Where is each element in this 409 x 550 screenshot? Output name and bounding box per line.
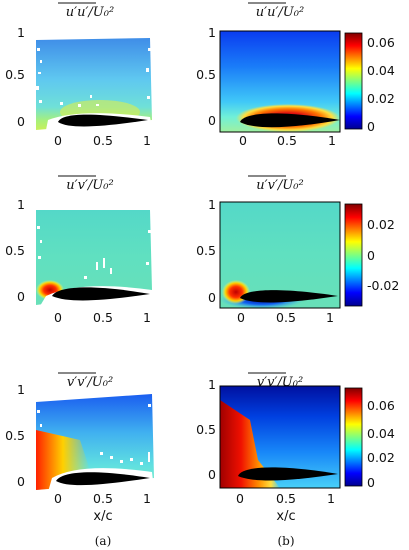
svg-text:1: 1 [17,25,25,40]
airfoil-vv-sim [238,467,338,481]
red-spot-uv-sim [222,280,250,304]
svg-text:0.06: 0.06 [367,35,395,50]
heatmap-uu-simulation [219,30,341,133]
colorbar-uu: 0.06 0.04 0.02 0 [344,32,395,134]
svg-text:0.02: 0.02 [367,91,395,106]
svg-text:1: 1 [208,25,216,40]
svg-text:0.02: 0.02 [367,450,395,465]
heatmap-uu-experimental [36,38,152,130]
svg-text:1: 1 [326,310,334,325]
svg-text:0: 0 [54,133,62,148]
svg-text:0: 0 [17,114,25,129]
axes-uu-sim: 1 0.5 0 0 0.5 1 [196,25,336,148]
svg-text:0.5: 0.5 [93,310,113,325]
svg-text:0: 0 [367,248,375,263]
heatmap-vv-experimental [36,394,154,492]
airfoil-uv-exp [52,287,150,301]
svg-text:0: 0 [208,467,216,482]
panel-title-uu-left: u′u′/U₀² [66,5,114,20]
panel-title-uu-right: u′u′/U₀² [256,5,304,20]
svg-text:1: 1 [208,197,216,212]
svg-text:0: 0 [17,474,25,489]
x-axis-label-right: x/c [276,509,295,524]
svg-text:0.5: 0.5 [93,133,113,148]
svg-text:0: 0 [54,310,62,325]
colorbar-uv: 0.02 0 -0.02 [344,203,399,307]
svg-text:0: 0 [237,310,245,325]
svg-text:0.5: 0.5 [5,67,25,82]
svg-text:0.5: 0.5 [196,422,216,437]
svg-text:0: 0 [208,290,216,305]
heatmap-uv-experimental [36,210,152,306]
airfoil-uv-sim [240,290,338,303]
axes-uv-exp: 1 0.5 0 0 0.5 1 [5,197,151,325]
svg-text:1: 1 [328,133,336,148]
svg-text:0: 0 [208,113,216,128]
speckles-uu-exp [36,48,151,107]
svg-text:0: 0 [367,475,375,490]
svg-text:1: 1 [143,491,151,506]
svg-text:1: 1 [17,197,25,212]
plot-frame-vv-sim [219,385,341,489]
svg-text:0: 0 [236,491,244,506]
speckles-vv-exp [37,404,151,465]
svg-text:0.06: 0.06 [367,398,395,413]
svg-text:1: 1 [17,382,25,397]
svg-text:0.5: 0.5 [276,310,296,325]
plot-frame-uu-sim [219,30,341,133]
svg-text:0: 0 [54,491,62,506]
axes-vv-sim: 1 0.5 0 0 0.5 1 [196,377,335,506]
svg-text:0.5: 0.5 [276,491,296,506]
svg-text:0: 0 [17,289,25,304]
colorbar-vv: 0.06 0.04 0.02 0 [344,387,395,490]
svg-text:1: 1 [208,377,216,392]
svg-text:0.5: 0.5 [277,133,297,148]
x-axis-label-left: x/c [93,509,112,524]
panel-title-uv-left: u′v′/U₀² [66,178,113,193]
svg-text:0.5: 0.5 [93,491,113,506]
axes-vv-exp: 1 0.5 0 0 0.5 1 [5,382,151,506]
heatmap-uv-simulation [219,201,341,309]
hot-zone-vv-sim [220,400,280,488]
svg-text:1: 1 [143,133,151,148]
svg-text:0.04: 0.04 [367,63,395,78]
svg-text:-0.02: -0.02 [367,278,399,293]
svg-text:0: 0 [367,119,375,134]
axes-uv-sim: 1 0.5 0 0 0.5 1 [196,197,334,325]
heatmap-vv-simulation [219,385,341,489]
axes-uu-exp: 1 0.5 0 0 0.5 1 [5,25,151,148]
svg-text:0.5: 0.5 [5,428,25,443]
field-uv-exp [36,210,152,305]
svg-text:0.04: 0.04 [367,426,395,441]
svg-text:0.02: 0.02 [367,217,395,232]
svg-text:1: 1 [143,310,151,325]
svg-text:0.5: 0.5 [5,243,25,258]
svg-text:0.5: 0.5 [196,243,216,258]
airfoil-uu-sim [240,113,340,128]
panel-title-vv-left: v′v′/U₀² [67,375,113,390]
speckles-uv-exp [37,226,151,279]
airfoil-vv-exp [56,472,150,486]
svg-text:0: 0 [239,133,247,148]
caption-b: (b) [277,534,294,548]
caption-a: (a) [95,534,112,548]
plot-frame-uv-sim [219,201,341,309]
airfoil-uu-exp [58,114,148,127]
svg-text:1: 1 [327,491,335,506]
svg-text:0.5: 0.5 [196,67,216,82]
panel-title-uv-right: u′v′/U₀² [256,178,303,193]
